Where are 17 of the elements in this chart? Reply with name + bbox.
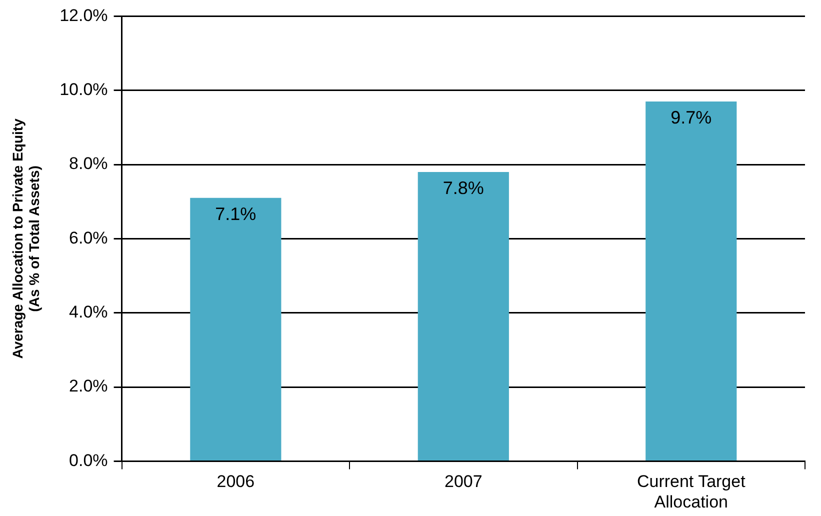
bar (646, 101, 737, 460)
y-axis-title: Average Allocation to Private Equity (As % of Total Assets) (9, 118, 42, 359)
y-tick-label: 4.0% (69, 302, 108, 322)
bar (190, 198, 282, 460)
x-tick-label: 2007 (444, 472, 482, 492)
y-tick-label: 6.0% (69, 228, 108, 248)
y-tick-label: 10.0% (60, 80, 108, 100)
x-tick-label: 2006 (216, 472, 255, 492)
y-tick-label: 12.0% (60, 6, 108, 25)
data-label: 9.7% (670, 107, 712, 128)
y-tick-label: 8.0% (69, 154, 108, 174)
y-tick-label: 2.0% (69, 376, 108, 396)
y-tick-label: 0.0% (69, 450, 108, 470)
data-label: 7.1% (215, 204, 256, 224)
bar (418, 172, 509, 460)
data-label: 7.8% (442, 178, 484, 198)
x-tick-label: Current Target Allocation (636, 472, 746, 512)
